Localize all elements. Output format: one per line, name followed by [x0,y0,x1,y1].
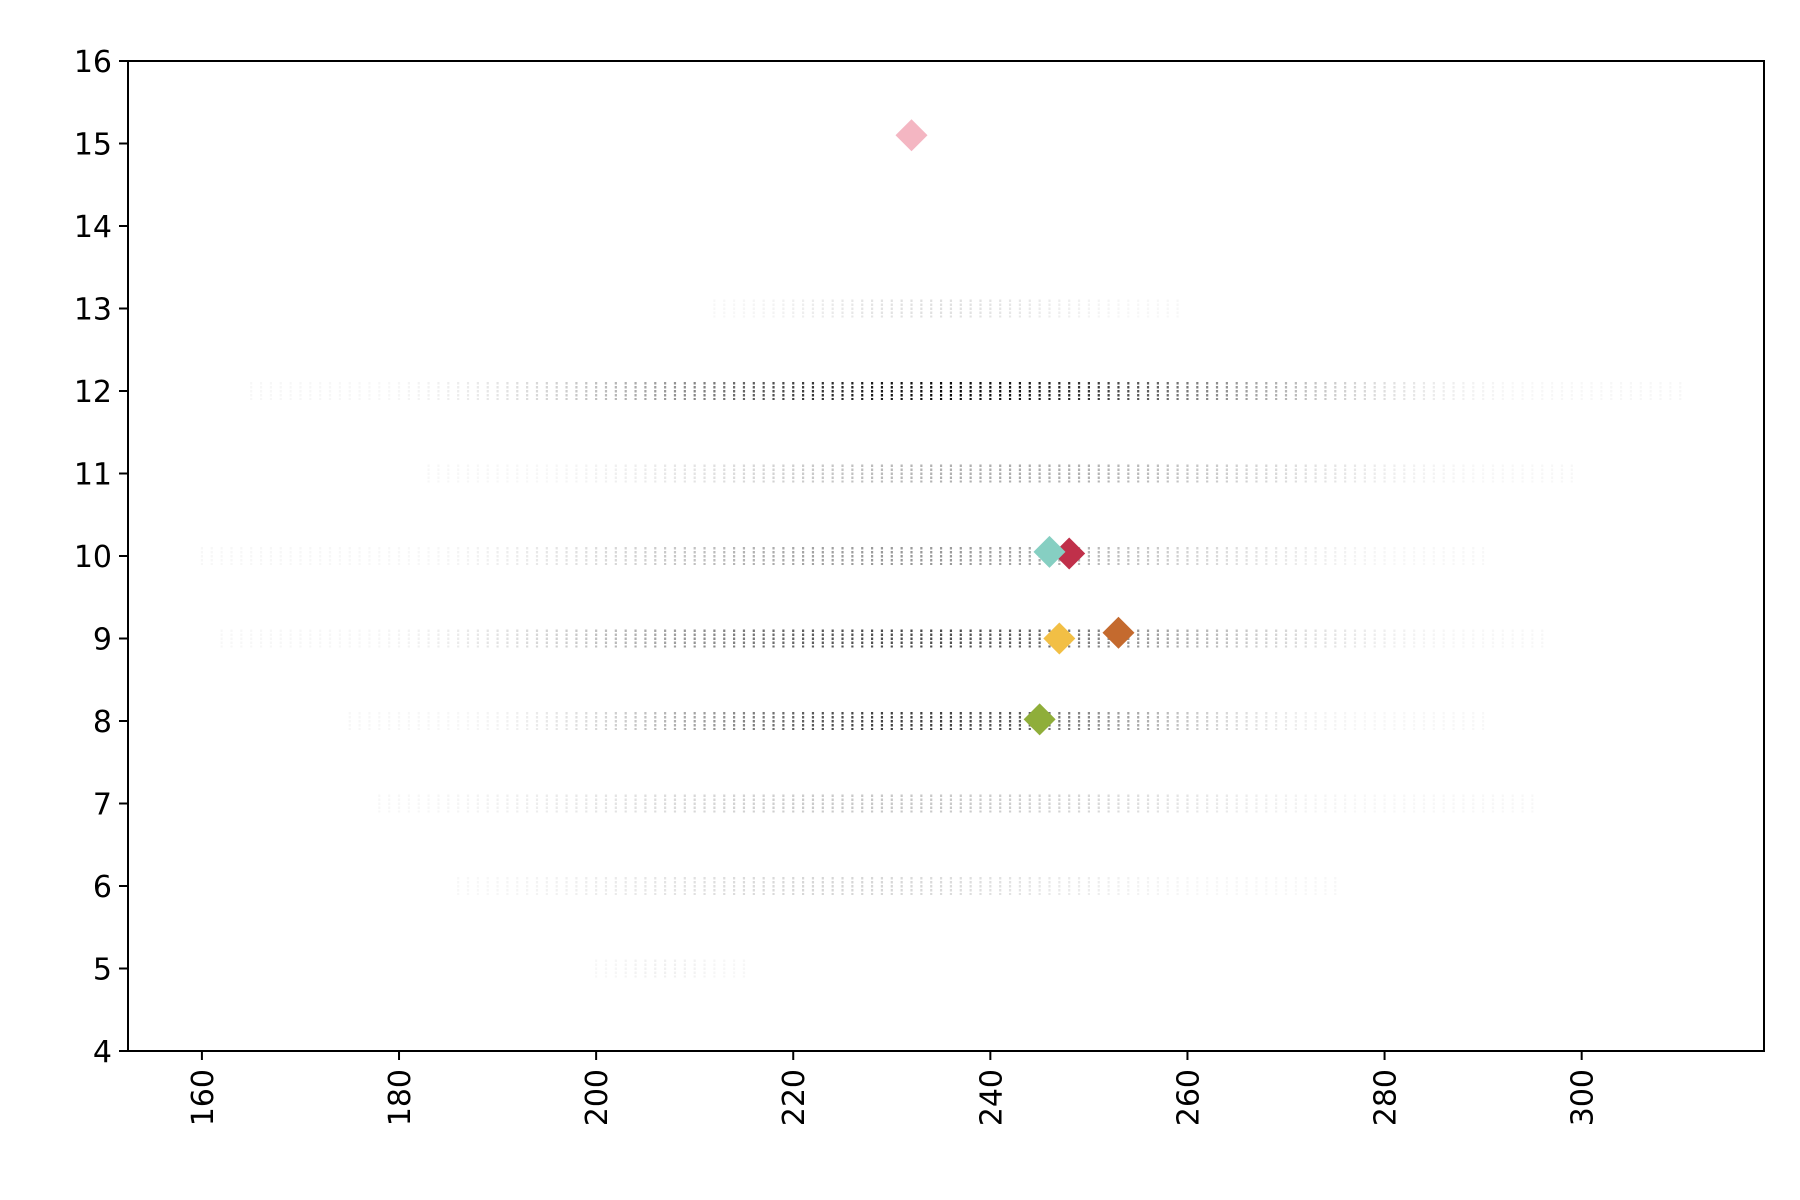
x-tick-label: 220 [777,1069,812,1126]
band-row [486,712,1337,730]
band-row [447,547,1376,565]
y-axis: 4 5 6 7 8 9 10 11 12 13 14 15 16 [74,45,128,1070]
y-tick-label: 5 [93,953,112,988]
y-tick-label: 7 [93,788,112,823]
x-tick-label: 240 [974,1069,1009,1126]
x-axis: 160 180 200 220 240 260 280 300 [186,1051,1601,1126]
band-row [516,877,1169,895]
x-tick-label: 300 [1566,1069,1601,1126]
y-tick-label: 14 [74,210,112,245]
data-point [1033,535,1066,568]
y-tick-label: 9 [93,623,112,658]
band-row [565,464,1455,483]
y-tick-label: 15 [74,128,112,163]
y-tick-label: 16 [74,45,112,80]
x-tick-label: 180 [383,1069,418,1126]
band-row [762,299,1100,318]
y-tick-label: 12 [74,375,112,410]
data-point [1053,537,1086,570]
y-tick-label: 10 [74,540,112,575]
data-point [895,119,928,152]
x-tick-label: 160 [186,1069,221,1126]
density-bands [397,299,1495,978]
data-markers [895,119,1135,736]
y-tick-label: 13 [74,293,112,328]
x-tick-label: 280 [1369,1069,1404,1126]
y-tick-label: 6 [93,870,112,905]
data-point [1102,616,1135,649]
y-tick-label: 11 [74,458,112,493]
data-point [1043,622,1076,655]
data-point [1023,703,1056,736]
x-tick-label: 260 [1171,1069,1206,1126]
band-row [407,382,1495,400]
band-row [624,959,706,978]
x-tick-label: 200 [580,1069,615,1126]
y-tick-label: 8 [93,705,112,740]
band-row [457,794,1327,813]
band-row [397,629,1426,648]
y-tick-label: 4 [93,1035,112,1070]
